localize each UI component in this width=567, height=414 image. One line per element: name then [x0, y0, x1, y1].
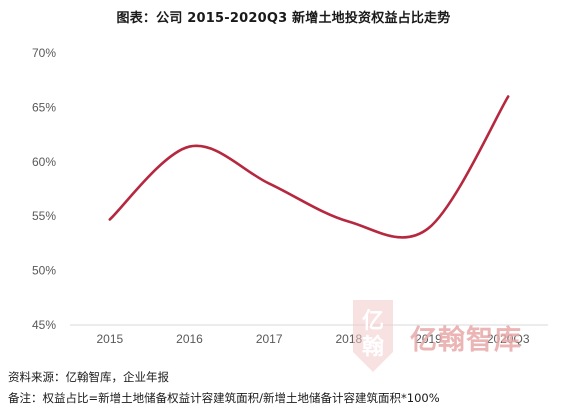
x-tick-label: 2017: [256, 332, 283, 346]
y-tick-label: 60%: [32, 155, 56, 169]
logo-glyph-1: 亿: [362, 309, 384, 334]
watermark-text: 亿翰智库: [410, 325, 522, 356]
y-tick-label: 50%: [32, 264, 56, 278]
brand-logo-icon: 亿 翰: [353, 300, 393, 372]
y-axis-tick-labels: 45% 50% 55% 60% 65% 70%: [32, 46, 56, 332]
y-tick-label: 70%: [32, 46, 56, 60]
x-axis-tick-labels: 2015 2016 2017 2018 2019 2020Q3: [96, 332, 529, 346]
y-tick-label: 45%: [32, 318, 56, 332]
y-tick-label: 55%: [32, 209, 56, 223]
source-note: 资料来源：亿翰智库，企业年报: [8, 370, 169, 384]
y-tick-label: 65%: [32, 100, 56, 114]
x-tick-label: 2020Q3: [487, 332, 530, 346]
series-line: [108, 95, 510, 239]
chart-title: 图表：公司 2015-2020Q3 新增土地投资权益占比走势: [116, 11, 451, 26]
x-tick-label: 2019: [415, 332, 442, 346]
logo-glyph-2: 翰: [362, 334, 384, 360]
definition-note: 备注：权益占比=新增土地储备权益计容建筑面积/新增土地储备计容建筑面积*100%: [8, 391, 440, 405]
x-tick-label: 2016: [176, 332, 203, 346]
x-tick-label: 2015: [96, 332, 123, 346]
